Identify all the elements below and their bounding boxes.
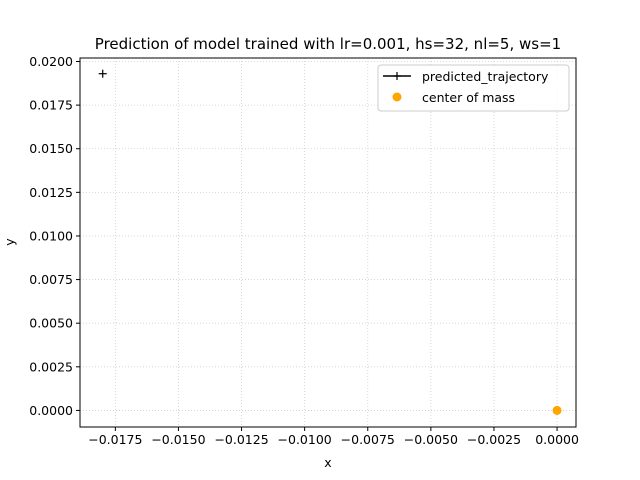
y-tick-label: 0.0200: [29, 54, 73, 69]
x-tick-label: 0.0000: [535, 432, 579, 447]
y-tick-label: 0.0100: [29, 228, 73, 243]
point-predicted-trajectory: [98, 69, 107, 78]
y-tick-label: 0.0175: [29, 98, 73, 113]
legend-box: [377, 64, 570, 112]
x-tick-label: −0.0125: [214, 432, 268, 447]
x-tick-label: −0.0175: [88, 432, 142, 447]
y-tick-label: 0.0150: [29, 141, 73, 156]
plot-frame: [79, 57, 577, 428]
y-tick-label: 0.0025: [29, 359, 73, 374]
y-tick-label: 0.0000: [29, 403, 73, 418]
chart-title: Prediction of model trained with lr=0.00…: [95, 35, 561, 53]
x-tick-label: −0.0075: [341, 432, 395, 447]
data-marks: [98, 69, 562, 415]
legend: predicted_trajectory center of mass: [377, 64, 570, 112]
y-tick-label: 0.0075: [29, 272, 73, 287]
legend-label-predicted-trajectory: predicted_trajectory: [422, 69, 549, 84]
legend-label-center-of-mass: center of mass: [422, 90, 515, 105]
y-tick-label: 0.0125: [29, 185, 73, 200]
y-axis-title: y: [2, 238, 17, 246]
x-tick-label: −0.0100: [278, 432, 332, 447]
x-axis: −0.0175 −0.0150 −0.0125 −0.0100 −0.0075 −0.00…: [88, 427, 579, 447]
x-tick-label: −0.0050: [404, 432, 458, 447]
y-tick-label: 0.0050: [29, 316, 73, 331]
x-axis-title: x: [324, 455, 331, 470]
legend-marker-center-of-mass: [392, 92, 402, 102]
y-axis: 0.0000 0.0025 0.0050 0.0075 0.0100 0.0125 0.01…: [29, 54, 80, 418]
x-tick-label: −0.0150: [151, 432, 205, 447]
point-center-of-mass: [552, 405, 562, 415]
x-tick-label: −0.0025: [467, 432, 521, 447]
